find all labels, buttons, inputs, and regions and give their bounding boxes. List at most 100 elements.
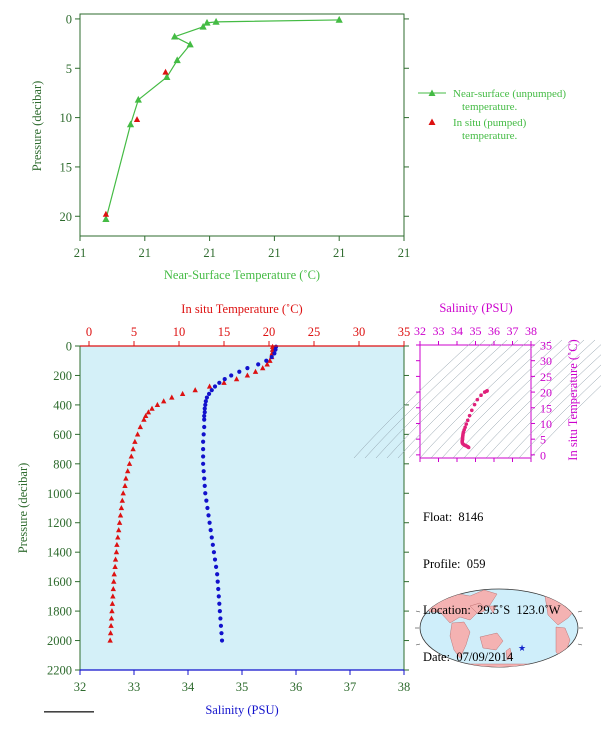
- float-info: Float: 8146 Profile: 059 Location: 29.5˚…: [423, 479, 560, 681]
- temperature-profile-point: [111, 571, 117, 577]
- salinity-profile-point: [202, 424, 207, 430]
- temperature-profile-point: [260, 365, 266, 371]
- temperature-profile-point: [179, 390, 186, 396]
- temperature-profile-point: [132, 438, 138, 444]
- near-surface-x-tick-label: 21: [268, 246, 281, 260]
- ts-isopycnal-line: [386, 339, 508, 459]
- ts-curve-point: [464, 422, 469, 426]
- ts-isopycnal-line: [419, 339, 541, 459]
- salinity-profile-point: [209, 535, 214, 540]
- profile-temperature-tick-label: 30: [353, 325, 366, 339]
- profile-pressure-tick-label: 800: [53, 457, 72, 471]
- ts-density-isolines: [353, 339, 601, 459]
- temperature-profile-point: [109, 600, 116, 606]
- temperature-profile-point: [112, 563, 118, 570]
- near-surface-x-tick-label: 21: [139, 246, 152, 260]
- near-surface-legend: Near-surface (unpumped) temperature. In s…: [418, 88, 566, 142]
- salinity-profile-point: [204, 395, 209, 400]
- ts-isopycnal-line: [529, 385, 601, 459]
- temperature-profile-point: [110, 593, 116, 599]
- temperature-salinity-profile-chart: 0200400600800100012001400160018002000220…: [16, 302, 410, 717]
- near-surface-y-tick-label: 20: [60, 210, 73, 224]
- ts-isopycnal-line: [353, 339, 475, 459]
- profile-temperature-tick-label: 15: [218, 325, 231, 339]
- salinity-profile-point: [273, 347, 278, 352]
- near-surface-temperature-point: [186, 40, 194, 48]
- temperature-profile-point: [134, 431, 141, 437]
- temperature-profile-point: [130, 446, 136, 452]
- profile-salinity-tick-label: 35: [236, 680, 249, 694]
- salinity-profile-point: [202, 417, 207, 422]
- ts-temperature-tick-label: 0: [540, 448, 546, 462]
- ts-salinity-tick-label: 36: [488, 324, 500, 338]
- near-surface-temperature-point: [163, 73, 171, 80]
- ts-isopycnal-line: [474, 339, 596, 459]
- near-surface-temperature-point: [335, 15, 343, 23]
- ts-salinity-tick-label: 35: [470, 324, 482, 338]
- near-surface-x-tick-label: 21: [74, 246, 87, 260]
- ts-curve-point: [465, 418, 470, 423]
- ts-temperature-tick-label: 5: [540, 433, 546, 447]
- near-surface-temperature-point: [171, 32, 179, 40]
- temperature-profile-point: [206, 383, 213, 389]
- temperature-profile-point: [161, 398, 167, 404]
- temperature-profile-point: [267, 357, 273, 363]
- profile-salinity-tick-label: 36: [290, 680, 303, 694]
- salinity-profile-point: [218, 616, 223, 621]
- profile-pressure-tick-label: 2000: [47, 634, 72, 648]
- ts-curve-point: [466, 445, 471, 450]
- temperature-profile-point: [110, 586, 116, 592]
- legend-label-near-surface: Near-surface (unpumped) temperature.: [453, 88, 566, 113]
- salinity-profile-point: [213, 564, 219, 570]
- ts-curve-point: [479, 393, 483, 398]
- temperature-profile-point: [119, 497, 125, 503]
- ts-temperature-tick-label: 30: [540, 354, 552, 368]
- temperature-profile-point: [118, 505, 125, 511]
- profile-plot-area: [79, 345, 405, 671]
- ts-salinity-tick-label: 34: [451, 324, 463, 338]
- near-surface-x-ticks: 21 21 21 21 21 21: [74, 236, 410, 260]
- legend-text-line: temperature.: [462, 130, 518, 142]
- profile-pressure-tick-label: 200: [53, 369, 72, 383]
- temperature-profile-point: [117, 512, 124, 518]
- ts-salinity-tick-label: 38: [525, 324, 537, 338]
- near-surface-temperature-point: [203, 18, 211, 26]
- salinity-profile-point: [237, 369, 242, 374]
- legend-text-line: temperature.: [462, 101, 518, 113]
- temperature-profile-point: [169, 394, 175, 400]
- near-surface-temperature-point: [126, 120, 135, 128]
- ts-isopycnal-line: [397, 339, 519, 459]
- temperature-profile-point: [108, 615, 115, 621]
- near-surface-y-ticks: 0 5 10 15 20: [60, 12, 409, 224]
- in-situ-pumped-temperature-point: [133, 116, 141, 123]
- float-info-date: Date: 07/09/2014: [423, 649, 514, 664]
- ts-plot-frame: [419, 344, 532, 459]
- ts-isopycnal-line: [364, 339, 486, 459]
- near-surface-temperature-point: [199, 22, 207, 30]
- salinity-profile-point: [272, 351, 277, 356]
- near-surface-temperature-chart: 0 5 10 15 20 21 21 21 21 21 21 Near-Surface Tempe…: [30, 12, 566, 282]
- salinity-profile-point: [256, 362, 261, 367]
- salinity-profile-point: [206, 391, 212, 396]
- salinity-profile-point: [264, 358, 269, 363]
- salinity-profile-point: [202, 483, 207, 489]
- ts-isopycnal-line: [452, 339, 574, 459]
- ts-salinity-tick-label: 33: [433, 324, 445, 338]
- temperature-profile-point: [115, 534, 121, 540]
- legend-marker-near-surface: [428, 89, 436, 96]
- salinity-profile-point: [229, 373, 234, 378]
- temperature-profile-point: [233, 376, 240, 382]
- ts-isopycnal-line: [441, 339, 563, 459]
- temperature-profile-point: [149, 405, 155, 411]
- salinity-profile-point: [245, 365, 250, 371]
- float-info-float: Float: 8146: [423, 510, 484, 524]
- footer-mark: [44, 711, 94, 713]
- float-info-profile: Profile: 059: [423, 556, 486, 571]
- temperature-profile-point: [109, 608, 115, 614]
- salinity-profile-point: [211, 550, 217, 555]
- temperature-profile-point: [123, 475, 129, 481]
- salinity-profile-point: [205, 505, 210, 511]
- ts-isopycnal-line: [507, 364, 601, 459]
- near-surface-temperature-point: [134, 95, 142, 103]
